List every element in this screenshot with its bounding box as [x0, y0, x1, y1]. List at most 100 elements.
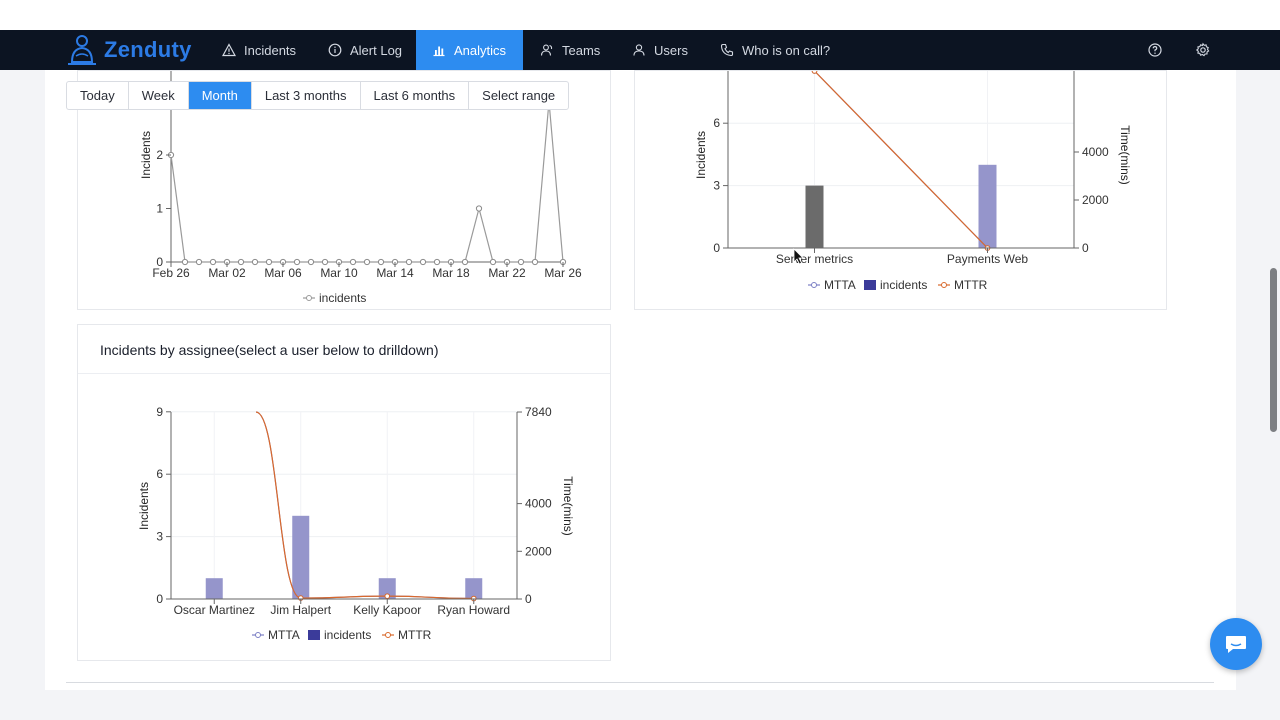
incidents-data-point[interactable] [531, 258, 539, 266]
service-y2-tick-label: 2000 [1082, 193, 1109, 207]
range-select-range-button[interactable]: Select range [482, 88, 556, 103]
service-y-tick-label: 0 [713, 241, 720, 255]
service-y2-tick-label: 4000 [1082, 145, 1109, 159]
assignee-mtta-line [255, 411, 474, 600]
service-x-tick-label: Payments Web [947, 252, 1028, 266]
timeline-legend[interactable]: incidents [303, 291, 366, 305]
nav-alert-log-label: Alert Log [350, 42, 403, 58]
incidents-data-point[interactable] [419, 258, 427, 266]
assignee-y-tick-label: 3 [156, 530, 163, 544]
service-y2-axis-label: Time(mins) [1118, 125, 1132, 185]
help-icon[interactable] [1147, 42, 1163, 58]
timeline-x-tick-label: Mar 18 [432, 266, 470, 280]
assignee-x-tick-label: Ryan Howard [437, 603, 510, 617]
nav-incidents-label: Incidents [244, 42, 297, 58]
top-navbar: Zenduty Incidents Alert Log Analytics Te… [0, 30, 1280, 70]
assignee-incidents-bar[interactable] [292, 515, 310, 599]
timeline-y-tick-label: 1 [156, 202, 163, 216]
timeline-x-tick-label: Feb 26 [152, 266, 190, 280]
incidents-data-point[interactable] [489, 258, 497, 266]
footer-divider [66, 682, 1214, 683]
incidents-data-point[interactable] [195, 258, 203, 266]
service-incidents-chart[interactable]: 0 3 6 0 2000 4000 Server metrics Payments Web… [635, 68, 1168, 311]
nav-who-is-on-call-label: Who is on call? [742, 42, 831, 58]
incidents-data-point[interactable] [433, 258, 441, 266]
nav-who-is-on-call[interactable]: Who is on call? [704, 30, 846, 70]
incidents-data-point[interactable] [265, 258, 273, 266]
range-month-button[interactable]: Month [188, 82, 252, 109]
warning-icon [222, 43, 236, 57]
incidents-data-point[interactable] [377, 258, 385, 266]
range-last-3-months-button[interactable]: Last 3 months [252, 82, 361, 109]
nav-analytics-label: Analytics [454, 42, 507, 58]
incidents-data-point[interactable] [293, 258, 301, 266]
incidents-data-point[interactable] [307, 258, 315, 266]
assignee-y2-axis-label: Time(mins) [561, 476, 575, 536]
incidents-data-point[interactable] [237, 258, 245, 266]
incidents-data-point[interactable] [209, 258, 217, 266]
assignee-incidents-bar[interactable] [378, 578, 396, 599]
incidents-data-point[interactable] [321, 258, 329, 266]
service-incidents-bar[interactable] [805, 185, 824, 248]
nav-analytics[interactable]: Analytics [416, 30, 523, 70]
incidents-timeline-card: Feb 26 Mar 02 Mar 06 Mar 10 Mar 14 Mar 18 Mar … [77, 70, 611, 310]
settings-icon[interactable] [1195, 42, 1211, 58]
assignee-incidents-bar[interactable] [205, 578, 223, 599]
app-logo[interactable]: Zenduty [64, 30, 192, 70]
assignee-card-title: Incidents by assignee(select a user belo… [100, 342, 439, 358]
service-y-tick-label: 3 [713, 179, 720, 193]
assignee-y2-tick-label: 7840 [525, 405, 552, 419]
assignee-incidents-bar[interactable] [465, 578, 483, 599]
assignee-incidents-chart[interactable]: 0 3 6 9 0 2000 4000 7840 Oscar Martinez Jim Hal… [78, 325, 612, 662]
assignee-y2-tick-label: 2000 [525, 544, 552, 558]
page-scrollbar[interactable] [1270, 268, 1277, 432]
incidents-data-point[interactable] [475, 205, 483, 212]
phone-icon [720, 43, 734, 57]
assignee-y-tick-label: 0 [156, 592, 163, 606]
service-y-axis-label: Incidents [694, 131, 708, 179]
nav-alert-log[interactable]: Alert Log [312, 30, 418, 70]
range-today-button[interactable]: Today [67, 82, 129, 109]
zenduty-logo-icon [68, 35, 96, 65]
timeline-x-tick-label: Mar 14 [376, 266, 414, 280]
assignee-legend-mtta: MTTA [268, 628, 300, 642]
assignee-mttr-point[interactable] [384, 593, 391, 599]
info-icon [328, 43, 342, 57]
assignee-legend[interactable]: MTTA incidents MTTR [252, 628, 432, 642]
incidents-data-point[interactable] [517, 258, 525, 266]
service-legend[interactable]: MTTA incidents MTTR [808, 278, 988, 292]
incidents-timeline-chart[interactable]: Feb 26 Mar 02 Mar 06 Mar 10 Mar 14 Mar 18 Mar … [78, 71, 612, 311]
incidents-data-point[interactable] [405, 258, 413, 266]
service-y-tick-label: 6 [713, 116, 720, 130]
assignee-y2-tick-label: 4000 [525, 497, 552, 511]
timeline-x-tick-label: Mar 26 [544, 266, 582, 280]
assignee-card-divider [78, 373, 610, 374]
service-mttr-point[interactable] [811, 68, 818, 74]
nav-users[interactable]: Users [616, 30, 704, 70]
incidents-data-point[interactable] [349, 258, 357, 266]
chat-support-button[interactable] [1210, 618, 1262, 670]
assignee-y2-tick-label: 0 [525, 592, 532, 606]
incidents-data-point[interactable] [181, 258, 189, 266]
assignee-y-axis-label: Incidents [137, 482, 151, 530]
app-name: Zenduty [104, 37, 192, 62]
browser-top-band [0, 0, 1280, 30]
incidents-data-point[interactable] [251, 258, 259, 266]
service-incidents-bar[interactable] [978, 164, 997, 248]
incidents-data-point[interactable] [461, 258, 469, 266]
team-icon [540, 43, 554, 57]
service-legend-mtta: MTTA [824, 278, 856, 292]
nav-users-label: Users [654, 42, 688, 58]
nav-teams[interactable]: Teams [524, 30, 616, 70]
range-last-6-months-button[interactable]: Last 6 months [361, 82, 470, 109]
service-incidents-card: 0 3 6 0 2000 4000 Server metrics Payments Web… [634, 68, 1168, 311]
timeline-x-tick-label: Mar 10 [320, 266, 358, 280]
service-legend-mttr: MTTR [954, 278, 988, 292]
mouse-cursor-icon [793, 248, 804, 265]
service-y2-tick-label: 0 [1082, 241, 1089, 255]
nav-incidents[interactable]: Incidents [206, 30, 312, 70]
assignee-x-tick-label: Kelly Kapoor [353, 603, 421, 617]
chat-icon [1226, 636, 1246, 653]
range-week-button[interactable]: Week [129, 82, 189, 109]
incidents-data-point[interactable] [363, 258, 371, 266]
